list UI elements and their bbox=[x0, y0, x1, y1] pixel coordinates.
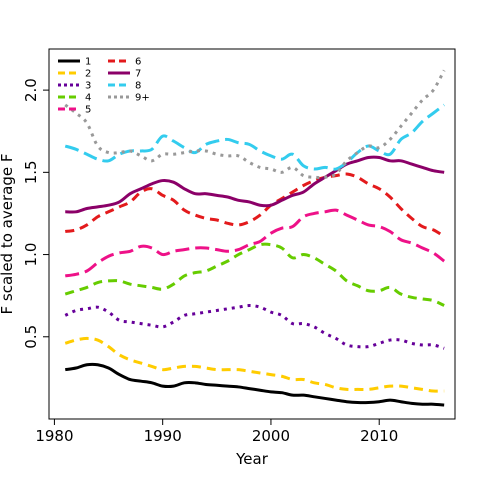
series-line-6 bbox=[65, 172, 445, 238]
axis-layer: 1980 1990 2000 2010 0.5 1.0 1.5 2.0 bbox=[22, 78, 398, 445]
series-line-7 bbox=[65, 155, 445, 214]
x-axis-title: Year bbox=[235, 450, 269, 468]
legend-label: 5 bbox=[85, 105, 91, 116]
legend-label: 4 bbox=[85, 93, 91, 104]
legend-label: 9+ bbox=[135, 93, 150, 104]
series-line-4 bbox=[64, 242, 445, 307]
legend-item-2: 2 bbox=[58, 69, 91, 80]
legend-item-8: 8 bbox=[108, 81, 141, 92]
plot-background bbox=[49, 49, 455, 419]
legend-item-4: 4 bbox=[58, 93, 91, 104]
x-tick-label: 2000 bbox=[252, 427, 290, 445]
y-tick-label: 1.0 bbox=[22, 243, 40, 267]
series-line-5 bbox=[65, 208, 446, 278]
x-tick-label: 2010 bbox=[360, 427, 398, 445]
legend-label: 3 bbox=[85, 81, 91, 92]
series-line-1 bbox=[65, 362, 445, 407]
legend-label: 1 bbox=[85, 57, 91, 68]
series-line-8 bbox=[64, 103, 446, 171]
series-layer bbox=[64, 69, 446, 407]
y-tick-label: 1.5 bbox=[22, 160, 40, 184]
series-line-2 bbox=[64, 336, 445, 393]
legend-item-3: 3 bbox=[58, 81, 91, 92]
legend-item-1: 1 bbox=[58, 57, 91, 68]
y-axis-title: F scaled to average F bbox=[0, 154, 16, 315]
legend-item-7: 7 bbox=[108, 69, 141, 80]
x-tick-label: 1990 bbox=[144, 427, 182, 445]
y-tick-label: 0.5 bbox=[22, 325, 40, 349]
legend-label: 8 bbox=[135, 81, 141, 92]
legend-item-9: 9+ bbox=[108, 93, 150, 104]
legend-label: 2 bbox=[85, 69, 91, 80]
plot-frame bbox=[48, 48, 456, 420]
legend-item-6: 6 bbox=[108, 57, 141, 68]
legend-item-5: 5 bbox=[58, 105, 91, 116]
legend-label: 7 bbox=[135, 69, 141, 80]
legend-label: 6 bbox=[135, 57, 141, 68]
y-tick-label: 2.0 bbox=[22, 78, 40, 102]
x-tick-label: 1980 bbox=[35, 427, 73, 445]
